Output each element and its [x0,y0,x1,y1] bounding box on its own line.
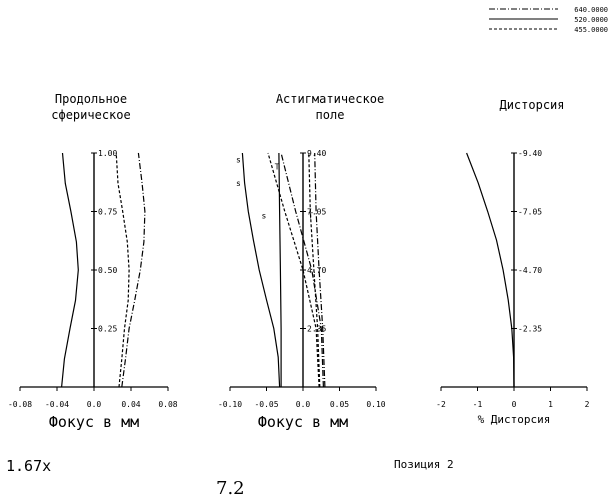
x-tick-label: -0.10 [218,400,242,409]
x-tick-label: 0.08 [158,400,177,409]
legend-label-2: 455.0000 [574,26,608,34]
spherical-aberration-plot: Продольное сферическое -0.08 -0.04 0.0 0.04 0.… [8,92,178,431]
x-tick-label: -0.08 [8,400,32,409]
y-tick-label: 4.70 [307,266,326,275]
x-tick-label: 0.04 [121,400,140,409]
y-tick-label: -9.40 [518,149,542,158]
x-tick-label: -0.04 [45,400,69,409]
curve-label-sagittal: s [236,179,241,188]
x-axis-label: Фокус в мм [258,413,348,431]
y-tick-label: 1.00 [98,149,117,158]
x-axis-label: % Дисторсия [478,413,551,426]
y-tick-label: 2.35 [307,325,326,334]
curve-label-sagittal: s [236,155,241,164]
distortion-plot: Дисторсия -2 -1 0 1 2 -2.35 -4.70 -7.05 -9.40 % Ди… [436,98,589,426]
plot-title-line-0: Продольное [55,92,127,106]
y-tick-label: 0.25 [98,325,117,334]
x-tick-label: 0.0 [87,400,102,409]
x-axis-label: Фокус в мм [49,413,139,431]
legend: 640.0000 520.0000 455.0000 [489,6,608,34]
plot-title-line-1: поле [316,108,345,122]
series-line-2 [116,153,129,387]
position-label: Позиция 2 [394,458,454,471]
curve-label-tangential: T [308,212,313,221]
plot-title-line-0: Астигматическое [276,92,384,106]
x-tick-label: 0.05 [330,400,349,409]
x-tick-label: 0.0 [296,400,311,409]
plot-title-line-1: сферическое [51,108,130,122]
x-tick-label: -1 [473,400,483,409]
x-tick-label: 2 [585,400,590,409]
series-line-1 [62,153,79,387]
y-tick-label: -4.70 [518,266,542,275]
series-line-1 [279,153,281,387]
y-tick-label: 0.50 [98,266,117,275]
legend-label-1: 520.0000 [574,16,608,24]
series-line-0 [467,153,514,387]
y-tick-label: -7.05 [518,208,542,217]
x-tick-label: 0 [512,400,517,409]
x-tick-label: 0.10 [366,400,385,409]
y-tick-label: -2.35 [518,325,542,334]
y-tick-label: 0.75 [98,208,117,217]
curve-label-sagittal: s [262,212,267,221]
y-tick-label: 9.40 [307,149,326,158]
plot-title: Дисторсия [499,98,564,112]
astigmatic-field-plot: Астигматическое поле -0.10 -0.05 0.0 0.05 0.10… [218,92,386,431]
legend-label-0: 640.0000 [574,6,608,14]
x-tick-label: -0.05 [254,400,278,409]
series-line-0 [242,153,279,387]
x-tick-label: -2 [436,400,446,409]
series-line-0 [122,153,145,387]
magnification-label: 1.67x [6,457,51,475]
x-tick-label: 1 [548,400,553,409]
figure-number: 7.2 [216,478,245,499]
curve-label-tangential: T [275,162,280,171]
